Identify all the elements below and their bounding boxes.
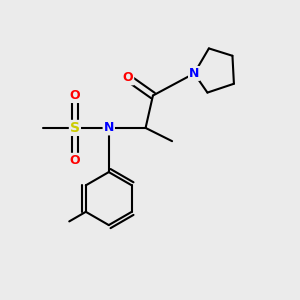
Text: S: S [70, 121, 80, 135]
Text: O: O [123, 71, 133, 84]
Text: O: O [70, 154, 80, 167]
Text: N: N [103, 122, 114, 134]
Text: O: O [70, 89, 80, 102]
Text: N: N [189, 67, 200, 80]
